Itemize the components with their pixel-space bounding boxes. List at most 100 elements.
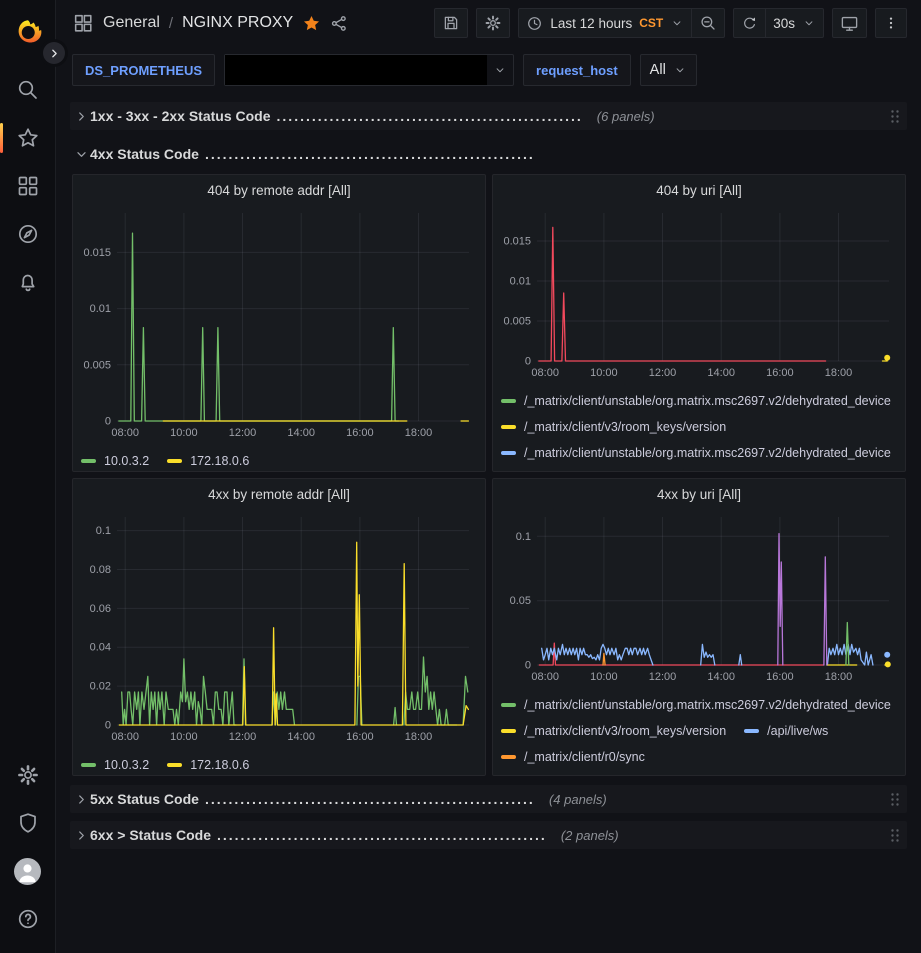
svg-text:0.08: 0.08 [90,564,111,576]
legend-item[interactable]: 172.18.0.6 [167,448,249,471]
legend-item[interactable]: 172.18.0.6 [167,752,249,775]
monitor-icon [840,14,859,33]
favorite-star-icon[interactable] [302,14,321,33]
series-label: 172.18.0.6 [190,752,249,775]
save-dashboard-button[interactable] [434,8,468,38]
row-title: 5xx Status Code [90,791,199,807]
refresh-button[interactable] [733,8,766,38]
panel-4xx-by-uri[interactable]: 4xx by uri [All] 00.050.108:0010:0012:00… [492,478,906,776]
dashboard-submenu: DS_PROMETHEUS request_host All [56,46,921,98]
series-color-swatch [501,451,516,455]
timeseries-chart[interactable]: 00.0050.010.01508:0010:0012:0014:0016:00… [81,205,477,441]
zoom-out-icon [699,14,717,32]
row-header-5xx[interactable]: 5xx Status Code ........................… [70,785,907,813]
zoom-out-time-button[interactable] [692,8,725,38]
svg-text:12:00: 12:00 [229,427,257,439]
timeseries-chart[interactable]: 00.020.040.060.080.108:0010:0012:0014:00… [81,509,477,745]
svg-text:12:00: 12:00 [229,731,257,743]
svg-text:14:00: 14:00 [287,731,315,743]
request-host-variable-select[interactable]: All [640,54,697,86]
sidebar-item-configuration[interactable] [0,751,56,799]
legend-item[interactable]: /sw.js [744,466,798,471]
breadcrumb-section[interactable]: General [103,14,160,32]
svg-text:16:00: 16:00 [766,367,794,379]
panel-legend: /_matrix/client/unstable/org.matrix.msc2… [493,690,905,775]
svg-text:10:00: 10:00 [170,731,198,743]
legend-item[interactable]: 10.0.3.2 [81,448,149,471]
panel-grid: 404 by remote addr [All] 00.0050.010.015… [70,174,907,776]
legend-item[interactable]: /_matrix/client/unstable/org.matrix.msc2… [501,440,891,466]
svg-text:08:00: 08:00 [111,731,139,743]
svg-text:10:00: 10:00 [170,427,198,439]
panel-title[interactable]: 4xx by uri [All] [493,479,905,509]
row-drag-handle[interactable] [889,828,901,843]
time-range-picker[interactable]: Last 12 hours CST [518,8,692,38]
timeseries-chart[interactable]: 00.050.108:0010:0012:0014:0016:0018:00 [501,509,897,685]
legend-item[interactable]: 10.0.3.2 [81,752,149,775]
chevron-down-icon [73,146,90,163]
svg-text:0.005: 0.005 [83,359,111,371]
svg-text:10:00: 10:00 [590,671,618,683]
legend-item[interactable]: /_matrix/client/unstable/org.matrix.msc2… [501,388,891,414]
datasource-variable-select[interactable] [224,54,514,86]
share-icon[interactable] [330,14,349,33]
datasource-variable-label[interactable]: DS_PROMETHEUS [72,54,215,86]
timeseries-chart[interactable]: 00.0050.010.01508:0010:0012:0014:0016:00… [501,205,897,381]
legend-item[interactable]: /api/live/ws [744,718,828,744]
chart-area: 00.0050.010.01508:0010:0012:0014:0016:00… [493,205,905,386]
row-header-4xx[interactable]: 4xx Status Code ........................… [70,140,907,168]
sidebar-item-server-admin[interactable] [0,799,56,847]
legend-item[interactable]: /_matrix/client/v3/room_keys/version [501,414,726,440]
panel-404-by-remote-addr[interactable]: 404 by remote addr [All] 00.0050.010.015… [72,174,486,472]
sidebar-item-alerting[interactable] [0,258,56,306]
row-header-1xx-3xx-2xx[interactable]: 1xx - 3xx - 2xx Status Code ............… [70,102,907,130]
sidebar-item-search[interactable] [0,66,56,114]
request-host-variable-label[interactable]: request_host [523,54,631,86]
sidebar-item-explore[interactable] [0,210,56,258]
svg-text:0.06: 0.06 [90,603,111,615]
legend-item[interactable]: /_matrix/client/unstable/org.matrix.msc2… [501,770,891,775]
row-header-6xx[interactable]: 6xx > Status Code ......................… [70,821,907,849]
refresh-interval-select[interactable]: 30s [766,8,824,38]
sidebar-item-dashboards[interactable] [0,162,56,210]
breadcrumb: General / NGINX PROXY [72,12,349,34]
svg-text:0.1: 0.1 [96,525,111,537]
panel-title[interactable]: 4xx by remote addr [All] [73,479,485,509]
series-color-swatch [81,763,96,767]
cycle-view-mode-button[interactable] [832,8,867,38]
panel-4xx-by-remote-addr[interactable]: 4xx by remote addr [All] 00.020.040.060.… [72,478,486,776]
panel-404-by-uri[interactable]: 404 by uri [All] 00.0050.010.01508:0010:… [492,174,906,472]
svg-text:0: 0 [105,720,111,732]
gear-icon [484,14,502,32]
row-drag-handle[interactable] [889,792,901,807]
sidebar-expand-button[interactable] [43,42,65,64]
row-title: 1xx - 3xx - 2xx Status Code [90,108,271,124]
time-range-label: Last 12 hours [550,16,632,31]
legend-item[interactable]: /_matrix/client/v3/room_keys/version [501,466,726,471]
row-panels-count: (2 panels) [561,828,619,843]
panel-title[interactable]: 404 by remote addr [All] [73,175,485,205]
save-icon [442,14,460,32]
svg-text:0: 0 [105,416,111,428]
svg-text:0.05: 0.05 [510,595,531,607]
datasource-value-redacted [225,55,487,85]
series-color-swatch [501,703,516,707]
legend-item[interactable]: /_matrix/client/r0/sync [501,744,645,770]
sidebar-item-starred[interactable] [0,114,56,162]
legend-item[interactable]: /_matrix/client/unstable/org.matrix.msc2… [501,692,891,718]
row-drag-handle[interactable] [889,109,901,124]
chevron-right-icon [73,827,90,844]
panel-title[interactable]: 404 by uri [All] [493,175,905,205]
legend-item[interactable]: /_matrix/client/v3/room_keys/version [501,718,726,744]
row-title: 6xx > Status Code [90,827,211,843]
sidebar-item-profile[interactable] [0,847,56,895]
svg-text:0.015: 0.015 [503,236,531,248]
dashboard-title[interactable]: NGINX PROXY [182,14,293,32]
sidebar-item-help[interactable] [0,895,56,943]
svg-text:10:00: 10:00 [590,367,618,379]
kebab-menu-button[interactable] [875,8,907,38]
panel-legend: 10.0.3.2 172.18.0.6 [73,750,485,775]
dashboard-settings-button[interactable] [476,8,510,38]
svg-text:0.01: 0.01 [90,303,111,315]
series-color-swatch [744,729,759,733]
